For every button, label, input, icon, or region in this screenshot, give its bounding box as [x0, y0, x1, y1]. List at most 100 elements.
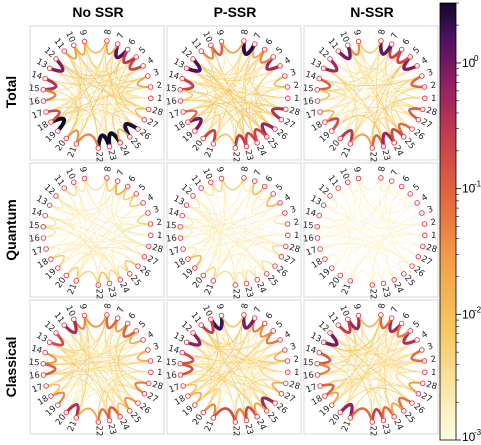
strong-link [253, 128, 269, 145]
node-21 [210, 141, 217, 147]
node-18 [185, 393, 191, 399]
node-label: 27 [282, 391, 296, 405]
node-4 [140, 200, 146, 206]
node-16 [314, 98, 321, 104]
node-label: 5 [411, 182, 422, 193]
node-label: 4 [283, 330, 293, 341]
node-11 [335, 48, 341, 54]
node-8 [104, 38, 110, 44]
node-label: 22 [367, 288, 377, 299]
node-12 [190, 56, 196, 62]
weak-link [182, 319, 219, 387]
strong-link [182, 383, 198, 397]
node-11 [198, 48, 204, 54]
weak-link [251, 186, 276, 267]
node-12 [327, 330, 333, 336]
node-label: 3 [289, 67, 297, 78]
links [42, 177, 152, 286]
weak-link [45, 215, 145, 258]
links [315, 39, 426, 150]
node-label: 5 [274, 319, 285, 330]
node-24 [117, 140, 123, 146]
strong-link [338, 129, 354, 146]
node-label: 17 [168, 108, 182, 121]
node-6 [124, 46, 131, 53]
node-label: 9 [351, 29, 362, 37]
node-label: 5 [411, 319, 422, 330]
node-label: 7 [390, 168, 401, 177]
weak-link [49, 315, 88, 351]
node-2 [421, 221, 428, 227]
node-17 [317, 383, 323, 389]
weak-link [186, 177, 245, 214]
node-22 [232, 282, 239, 288]
node-label: 15 [165, 358, 177, 369]
strong-link [252, 180, 266, 196]
strong-link [45, 383, 61, 397]
node-28 [420, 106, 426, 113]
strong-link [64, 403, 80, 420]
node-17 [43, 246, 49, 252]
node-8 [378, 38, 384, 44]
node-6 [398, 183, 405, 190]
strong-link [253, 402, 268, 418]
node-26 [135, 126, 141, 132]
weak-link [118, 330, 145, 395]
node-label: 2 [430, 355, 437, 366]
weak-link [180, 212, 285, 239]
node-28 [283, 106, 289, 113]
node-label: 23 [242, 286, 254, 299]
strong-link [391, 266, 405, 281]
node-14 [179, 212, 185, 219]
strong-link [316, 215, 331, 228]
strong-link [381, 406, 396, 422]
node-9 [355, 175, 362, 182]
node-17 [180, 109, 186, 115]
node-label: 10 [337, 167, 351, 181]
weak-link [317, 317, 393, 365]
node-12 [327, 193, 333, 199]
weak-link [76, 212, 149, 282]
node-label: 3 [426, 204, 434, 215]
node-label: 15 [302, 221, 314, 232]
node-label: 22 [230, 151, 240, 162]
node-17 [180, 383, 186, 389]
node-label: 24 [254, 418, 268, 432]
strong-link [408, 381, 424, 395]
node-5 [270, 328, 276, 334]
strong-link [202, 403, 217, 420]
node-10 [345, 316, 351, 322]
strong-link [199, 317, 215, 335]
node-label: 7 [116, 168, 127, 177]
strong-link [358, 177, 382, 191]
node-label: 3 [289, 341, 297, 352]
strong-link [396, 322, 412, 338]
strong-link [41, 362, 57, 377]
strong-link [242, 313, 257, 330]
node-20 [200, 409, 207, 416]
node-15 [177, 360, 183, 367]
node-26 [135, 263, 141, 269]
strong-link [122, 47, 138, 65]
node-6 [124, 183, 131, 190]
node-label: 15 [28, 221, 40, 232]
weak-link [186, 341, 286, 384]
node-11 [61, 48, 67, 54]
node-label: 16 [302, 233, 314, 244]
node-label: 23 [379, 286, 391, 299]
node-label: 21 [203, 419, 216, 433]
node-label: 17 [305, 382, 319, 395]
node-17 [43, 383, 49, 389]
weak-link [97, 223, 151, 286]
weak-link [323, 341, 373, 423]
node-label: 23 [105, 423, 117, 436]
node-4 [140, 63, 146, 69]
node-label: 14 [167, 207, 180, 220]
node-9 [81, 38, 88, 45]
strong-link [62, 317, 78, 335]
strong-link [338, 402, 354, 420]
